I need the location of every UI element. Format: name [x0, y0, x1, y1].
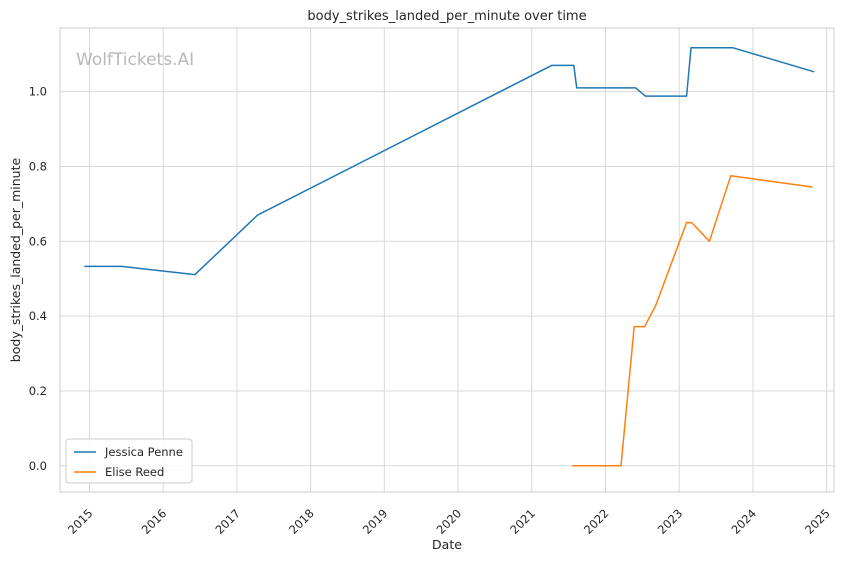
- x-axis-label: Date: [432, 537, 462, 552]
- y-tick-label: 1.0: [29, 85, 47, 99]
- grid-lines: [60, 28, 834, 492]
- y-tick-label: 0.0: [29, 459, 47, 473]
- y-tick-label: 0.2: [29, 384, 47, 398]
- legend-entry-label: Jessica Penne: [104, 445, 183, 459]
- y-tick-label: 0.4: [29, 309, 47, 323]
- series-line-1: [84, 47, 815, 276]
- y-tick-label: 0.8: [29, 159, 47, 173]
- legend-box: [65, 438, 193, 484]
- series-line-2: [572, 175, 813, 467]
- legend-entry-label: Elise Reed: [105, 465, 164, 479]
- chart-title: body_strikes_landed_per_minute over time: [307, 9, 586, 24]
- legend: Jessica Penne Elise Reed: [65, 438, 193, 484]
- plot-frame: [59, 27, 835, 493]
- series-lines: [84, 47, 815, 467]
- y-axis-label: body_strikes_landed_per_minute: [8, 157, 23, 362]
- y-axis-ticks: 0.0 0.2 0.4 0.6 0.8 1.0: [29, 85, 47, 473]
- watermark-text: WolfTickets.AI: [76, 50, 194, 70]
- y-tick-label: 0.6: [29, 234, 47, 248]
